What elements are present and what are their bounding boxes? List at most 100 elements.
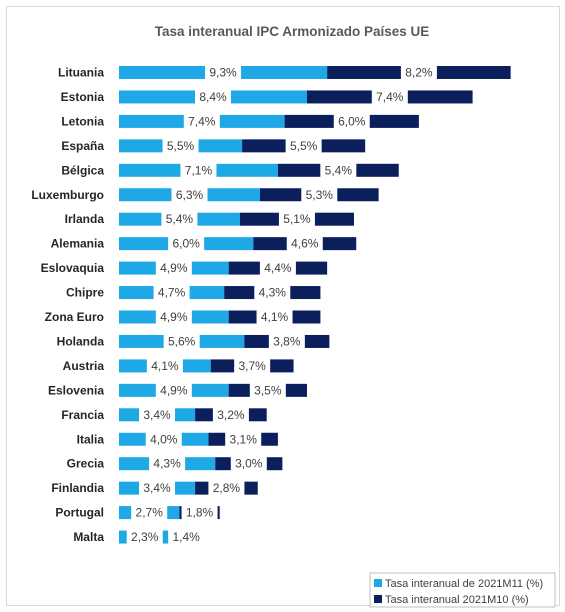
data-label-bg-m10-grecia xyxy=(230,456,267,471)
data-label-m11-lituania: 9,3% xyxy=(209,66,237,80)
data-label-m10-malta: 1,4% xyxy=(172,530,200,544)
data-label-m11-holanda: 5,6% xyxy=(168,334,196,348)
data-label-bg-m11-luxemburgo xyxy=(171,187,208,202)
data-label-bg-m11-zona-euro xyxy=(155,310,192,324)
data-label-m11-grecia: 4,3% xyxy=(153,457,181,471)
category-label-lituania: Lituania xyxy=(58,66,104,80)
data-label-bg-m10-holanda xyxy=(268,334,305,349)
data-label-m10-luxemburgo: 5,3% xyxy=(306,188,334,202)
category-label-zona-euro: Zona Euro xyxy=(45,310,104,324)
data-label-m10-estonia: 7,4% xyxy=(376,90,404,104)
category-label-finlandia: Finlandia xyxy=(51,481,104,495)
data-label-m11-chipre: 4,7% xyxy=(158,286,186,300)
data-label-m11-austria: 4,1% xyxy=(151,359,179,373)
data-label-bg-m11-malta xyxy=(126,530,163,545)
data-label-bg-m11-francia xyxy=(139,407,176,422)
category-label-belgica: Bélgica xyxy=(61,163,104,177)
category-label-austria: Austria xyxy=(63,359,105,373)
category-label-francia: Francia xyxy=(61,408,104,422)
data-label-m10-alemania: 4,6% xyxy=(291,237,319,251)
data-label-m10-grecia: 3,0% xyxy=(235,457,263,471)
legend-box xyxy=(369,572,556,608)
data-label-m11-portugal: 2,7% xyxy=(136,506,164,520)
data-label-m11-luxemburgo: 6,3% xyxy=(176,188,204,202)
data-label-m10-eslovaquia: 4,4% xyxy=(264,261,292,275)
legend-label-m10: Tasa interanual 2021M10 (%) xyxy=(385,594,529,606)
data-label-bg-m10-eslovaquia xyxy=(259,261,296,276)
data-label-bg-m11-lituania xyxy=(205,65,242,80)
data-label-bg-m11-finlandia xyxy=(139,481,176,496)
data-label-bg-m11-eslovenia xyxy=(155,383,192,398)
data-label-bg-m11-chipre xyxy=(153,285,190,300)
data-label-bg-m10-estonia xyxy=(371,89,408,104)
data-label-m11-espana: 5,5% xyxy=(167,139,195,153)
data-label-bg-m10-francia xyxy=(212,407,249,422)
data-label-m10-chipre: 4,3% xyxy=(259,286,287,300)
legend-label-m11: Tasa interanual de 2021M11 (%) xyxy=(385,578,543,590)
category-label-alemania: Alemania xyxy=(51,237,105,251)
data-label-m11-estonia: 8,4% xyxy=(199,90,227,104)
legend-swatch-m11 xyxy=(374,579,382,587)
data-label-m10-lituania: 8,2% xyxy=(405,66,433,80)
category-label-eslovenia: Eslovenia xyxy=(48,383,104,397)
chart-title: Tasa interanual IPC Armonizado Países UE xyxy=(155,24,430,39)
data-label-bg-m11-irlanda xyxy=(161,212,198,227)
legend-swatch-m10 xyxy=(374,595,382,603)
data-label-m11-malta: 2,3% xyxy=(131,530,159,544)
category-label-letonia: Letonia xyxy=(61,114,104,128)
category-label-malta: Malta xyxy=(73,530,104,544)
data-label-bg-m11-portugal xyxy=(131,505,168,520)
data-label-m11-alemania: 6,0% xyxy=(172,237,200,251)
data-label-m11-belgica: 7,1% xyxy=(185,163,213,177)
data-label-m11-zona-euro: 4,9% xyxy=(160,310,188,324)
data-label-m10-zona-euro: 4,1% xyxy=(261,310,289,324)
data-label-bg-m11-holanda xyxy=(163,334,200,349)
data-label-bg-m10-chipre xyxy=(254,285,291,300)
data-label-m11-eslovaquia: 4,9% xyxy=(160,261,188,275)
data-label-bg-m10-zona-euro xyxy=(256,310,293,324)
data-label-bg-m11-grecia xyxy=(149,456,186,471)
chart-legend: Tasa interanual de 2021M11 (%) Tasa inte… xyxy=(369,572,556,608)
data-label-m10-letonia: 6,0% xyxy=(338,114,366,128)
data-label-m11-finlandia: 3,4% xyxy=(143,481,171,495)
data-label-m10-finlandia: 2,8% xyxy=(213,481,241,495)
data-label-bg-m11-eslovaquia xyxy=(155,261,192,276)
data-label-bg-m10-austria xyxy=(234,358,271,373)
data-label-bg-m10-portugal xyxy=(181,505,218,520)
data-label-m10-irlanda: 5,1% xyxy=(283,212,311,226)
data-label-bg-m11-espana xyxy=(162,138,199,153)
data-label-bg-m11-estonia xyxy=(194,89,231,104)
data-label-m11-eslovenia: 4,9% xyxy=(160,383,188,397)
data-label-bg-m10-espana xyxy=(285,138,322,153)
data-label-bg-m10-belgica xyxy=(320,163,357,178)
category-label-portugal: Portugal xyxy=(55,506,104,520)
data-label-m11-francia: 3,4% xyxy=(143,408,171,422)
data-label-bg-m10-malta xyxy=(168,530,205,545)
category-label-holanda: Holanda xyxy=(57,334,105,348)
data-label-bg-m11-alemania xyxy=(168,236,205,251)
category-label-grecia: Grecia xyxy=(67,457,105,471)
category-label-irlanda: Irlanda xyxy=(65,212,105,226)
data-label-bg-m10-luxemburgo xyxy=(301,187,338,202)
category-label-italia: Italia xyxy=(77,432,105,446)
data-label-bg-m11-austria xyxy=(146,358,183,373)
chart-frame xyxy=(6,6,560,606)
data-label-m11-italia: 4,0% xyxy=(150,432,178,446)
category-label-luxemburgo: Luxemburgo xyxy=(31,188,104,202)
category-label-eslovaquia: Eslovaquia xyxy=(41,261,105,275)
data-label-bg-m10-italia xyxy=(225,432,262,447)
data-label-bg-m11-italia xyxy=(145,432,182,447)
data-label-m10-espana: 5,5% xyxy=(290,139,318,153)
data-label-bg-m10-lituania xyxy=(400,65,437,80)
category-label-espana: España xyxy=(61,139,104,153)
bars-layer: Lituania 9,3% 8,2% Estonia 8,4% 7,4% Letonia 7,… xyxy=(31,65,511,545)
data-label-bg-m10-irlanda xyxy=(278,212,315,227)
data-label-bg-m10-eslovenia xyxy=(249,383,286,398)
data-label-bg-m11-letonia xyxy=(183,114,220,129)
data-label-m10-eslovenia: 3,5% xyxy=(254,383,282,397)
data-label-m10-italia: 3,1% xyxy=(230,432,258,446)
data-label-m11-irlanda: 5,4% xyxy=(166,212,194,226)
data-label-m11-letonia: 7,4% xyxy=(188,114,216,128)
data-label-m10-portugal: 1,8% xyxy=(186,506,214,520)
